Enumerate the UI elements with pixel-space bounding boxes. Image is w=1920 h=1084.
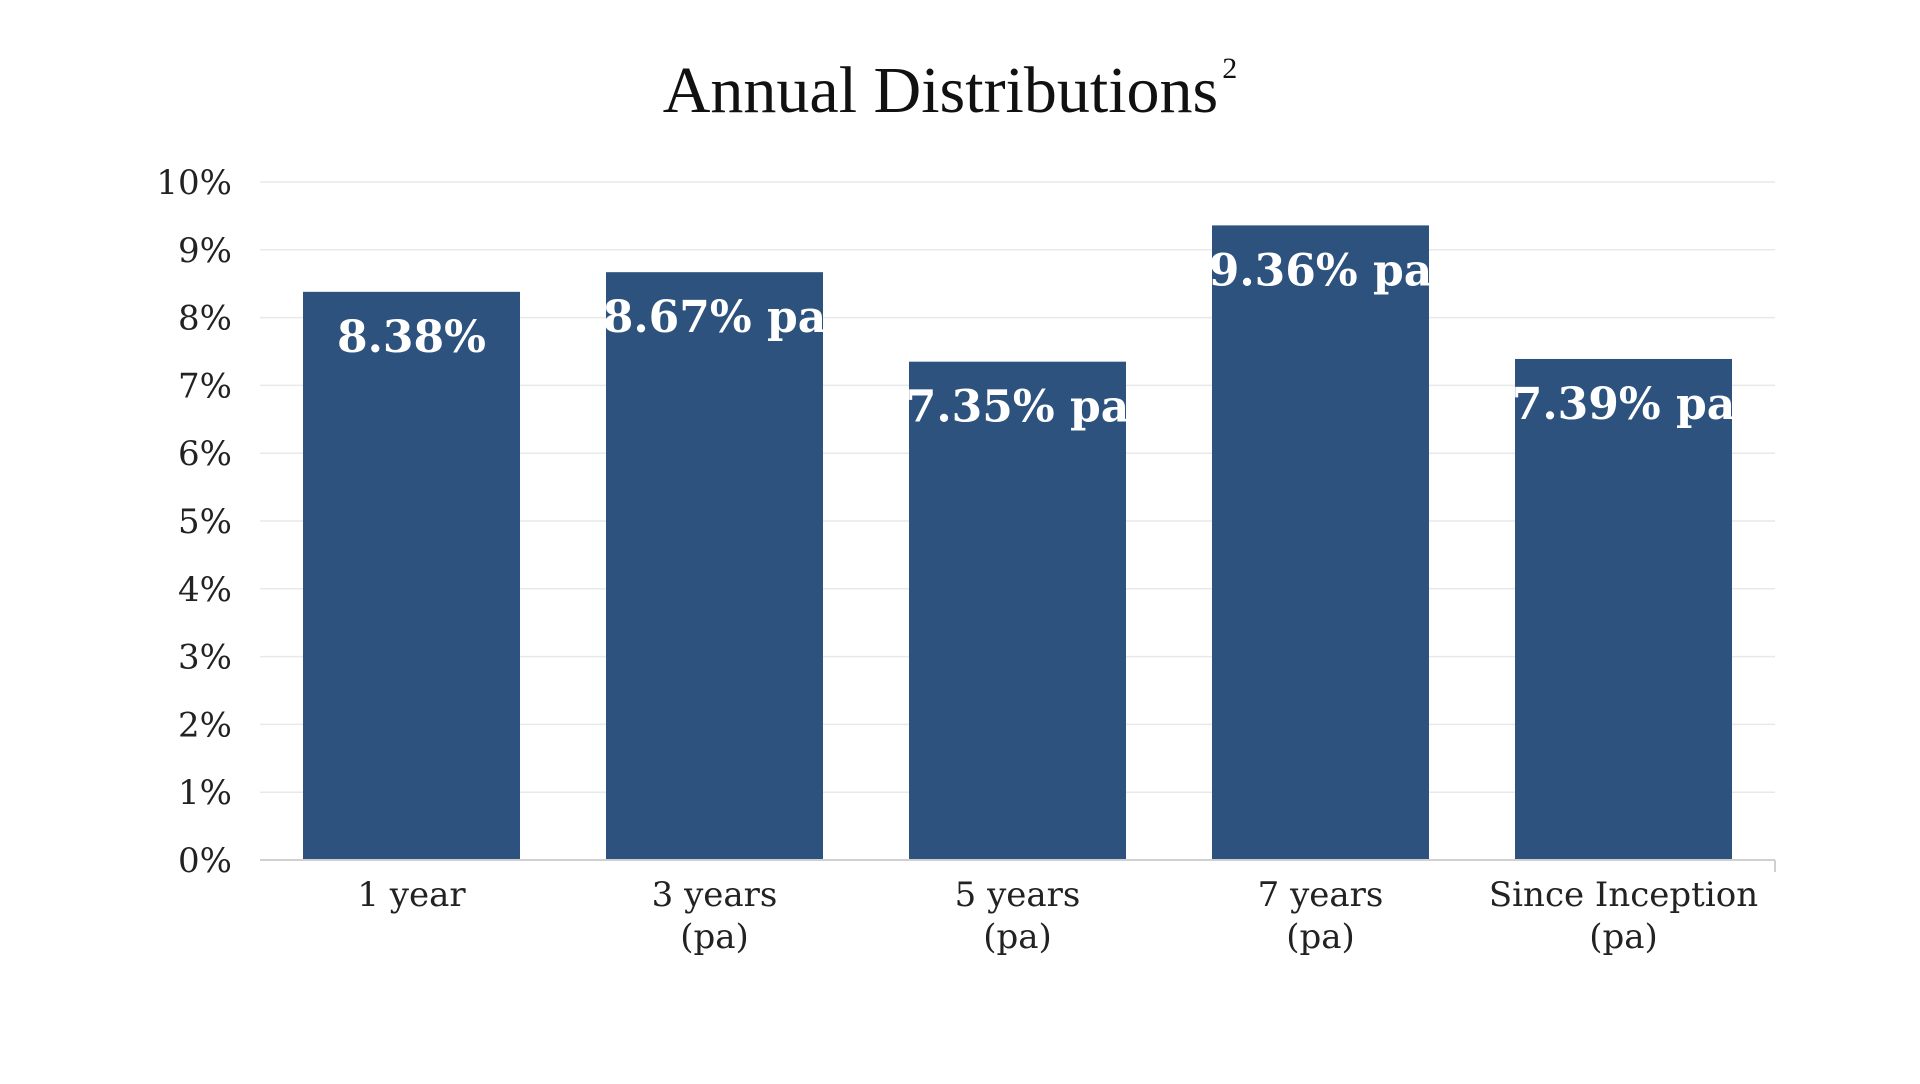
y-tick-label: 4% (178, 570, 232, 610)
x-tick-label-line: (pa) (983, 917, 1052, 957)
x-tick-label: 1 year (357, 875, 466, 915)
bar (1212, 225, 1429, 861)
y-axis-ticks: 0% 1% 2% 3% 4% 5% 6% 7% 8% 9% 10% (156, 163, 232, 881)
x-tick-label-line: (pa) (1286, 917, 1355, 957)
chart-title: Annual Distributions 2 (663, 52, 1238, 127)
x-axis-line (260, 859, 1776, 872)
y-tick-label: 5% (178, 502, 232, 542)
x-tick-label: 7 years (pa) (1258, 875, 1384, 957)
x-tick-label-line: 1 year (357, 875, 466, 915)
bar (303, 291, 520, 860)
x-tick-label-line: (pa) (680, 917, 749, 957)
y-tick-label: 6% (178, 434, 232, 474)
x-axis-ticks: 1 year 3 years (pa)5 years (pa)7 years (pa)S… (357, 875, 1758, 957)
bar (1515, 358, 1732, 860)
x-tick-label: 5 years (pa) (955, 875, 1081, 957)
y-tick-label: 9% (178, 231, 232, 271)
x-tick-label-line: 7 years (1258, 875, 1384, 915)
y-tick-label: 2% (178, 705, 232, 745)
y-tick-label: 10% (156, 163, 232, 203)
chart-title-superscript: 2 (1222, 52, 1237, 85)
bars (303, 225, 1732, 861)
data-labels: 8.38% 8.67% pa 7.35% pa 9.36% pa 7.39% pa (337, 245, 1735, 432)
x-tick-label: Since Inception (pa) (1489, 875, 1758, 957)
bar (606, 272, 823, 860)
data-label: 8.38% (337, 312, 486, 363)
data-label: 8.67% pa (603, 292, 827, 343)
y-tick-label: 8% (178, 299, 232, 339)
y-tick-label: 3% (178, 638, 232, 678)
y-tick-label: 7% (178, 366, 232, 406)
bar (909, 361, 1126, 860)
chart-title-main: Annual Distributions (663, 54, 1219, 127)
x-tick-label-line: (pa) (1589, 917, 1658, 957)
x-tick-label-line: Since Inception (1489, 875, 1758, 915)
data-label: 7.35% pa (906, 382, 1130, 433)
data-label: 9.36% pa (1209, 245, 1433, 296)
x-tick-label-line: 3 years (652, 875, 778, 915)
x-tick-label: 3 years (pa) (652, 875, 778, 957)
data-label: 7.39% pa (1512, 379, 1736, 430)
y-tick-label: 0% (178, 841, 232, 881)
y-tick-label: 1% (178, 773, 232, 813)
x-tick-label-line: 5 years (955, 875, 1081, 915)
